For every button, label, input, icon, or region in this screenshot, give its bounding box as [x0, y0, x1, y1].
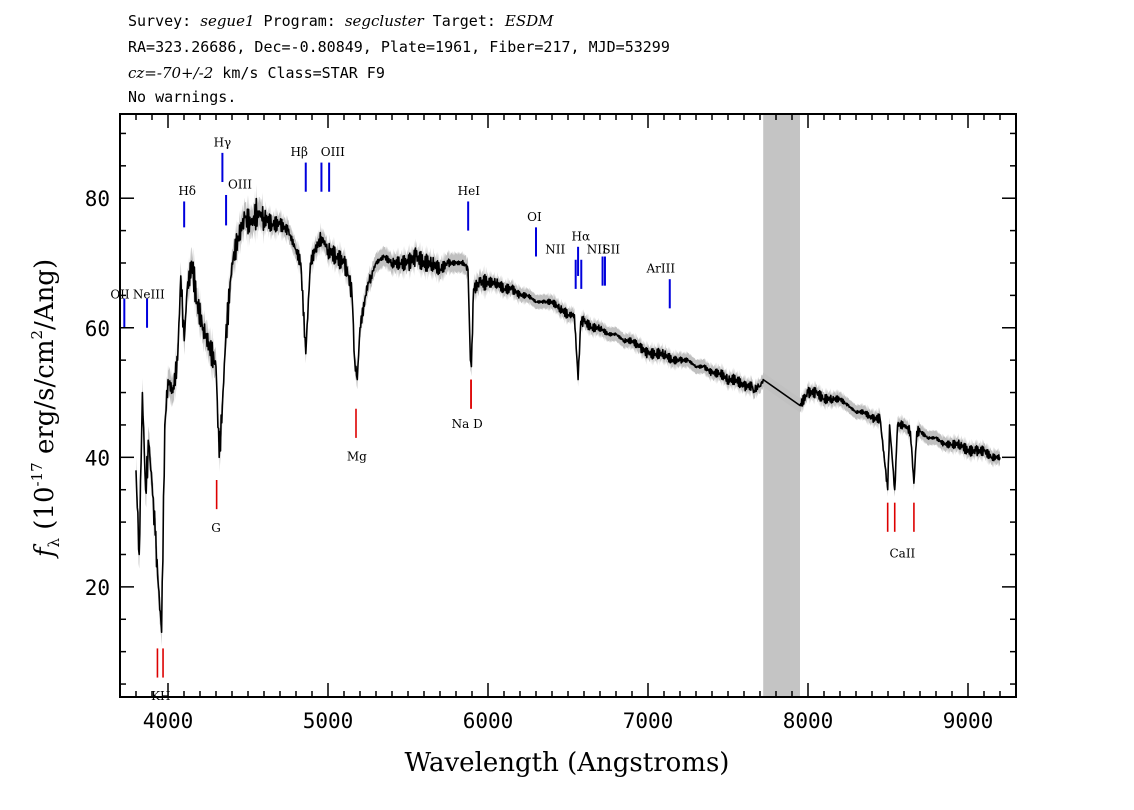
y-tick-label: 40	[85, 446, 110, 470]
y-tick-label: 20	[85, 576, 110, 600]
header-line-2: RA=323.26686, Dec=-0.80849, Plate=1961, …	[128, 38, 670, 56]
line-label: OIII	[321, 145, 345, 159]
line-label: Hβ	[290, 145, 307, 159]
y-axis-title: fλ (10-17 erg/s/cm2/Ang)	[28, 259, 63, 559]
line-label: ArIII	[645, 262, 675, 276]
line-label: OI	[527, 210, 542, 224]
line-label: Na D	[452, 417, 483, 431]
flux-error-band	[136, 184, 1000, 647]
line-label: CaII	[889, 547, 915, 561]
x-tick-label: 8000	[783, 709, 834, 733]
y-title-subscript: λ	[45, 537, 63, 547]
error-band-layer	[136, 184, 1000, 647]
header-line-4: No warnings.	[128, 88, 236, 106]
line-label: OIII	[228, 177, 252, 191]
plot-frame	[119, 113, 1017, 698]
x-tick-label: 7000	[623, 709, 674, 733]
axes: 4000 5000 6000 7000 8000 9000 20 40 60 80	[85, 113, 1017, 733]
y-title-superscript: 2	[28, 330, 46, 340]
line-label: NII	[587, 242, 607, 256]
line-label: HeI	[458, 184, 481, 198]
x-axis-title: Wavelength (Angstroms)	[405, 748, 730, 778]
line-label: NeIII	[133, 288, 165, 302]
line-label: Mg	[347, 450, 367, 464]
line-label: Hδ	[178, 184, 196, 198]
y-axis-ticks: 20 40 60 80	[85, 132, 1016, 685]
x-axis-ticks: 4000 5000 6000 7000 8000 9000	[119, 114, 1017, 733]
x-tick-label: 9000	[943, 709, 994, 733]
spectral-line-markers	[123, 152, 915, 678]
header-line-3: cz=-70+/-2 km/s Class=STAR F9	[128, 64, 385, 82]
y-title-superscript: -17	[28, 462, 46, 486]
header-class: km/s Class=STAR F9	[213, 64, 385, 82]
y-tick-label: 80	[85, 187, 110, 211]
header-line-1: Survey: segue1 Program: segcluster Targe…	[128, 12, 554, 30]
header-survey-label: Survey:	[128, 12, 200, 30]
line-label: Hα	[572, 229, 591, 243]
y-tick-label: 60	[85, 317, 110, 341]
line-label: NII	[545, 242, 565, 256]
y-title-text: /Ang)	[30, 259, 60, 330]
header-program-label: Program:	[255, 12, 345, 30]
y-title-text: erg/s/cm	[30, 340, 60, 463]
flux-line-layer	[135, 197, 1001, 634]
y-title-text: (10	[30, 486, 60, 538]
line-label: G	[211, 521, 221, 535]
line-label: Hγ	[214, 135, 232, 149]
header-target-label: Target:	[424, 12, 505, 30]
x-tick-label: 5000	[303, 709, 354, 733]
header-survey-value: segue1	[200, 12, 254, 30]
header-redshift: cz=-70+/-2	[128, 64, 213, 82]
line-label: SII	[602, 242, 620, 256]
x-tick-label: 4000	[143, 709, 194, 733]
header-target-value: ESDM	[504, 12, 554, 30]
spectrum-header: Survey: segue1 Program: segcluster Targe…	[128, 12, 670, 106]
x-tick-label: 6000	[463, 709, 514, 733]
header-program-value: segcluster	[345, 12, 425, 30]
flux-line	[135, 197, 1001, 634]
